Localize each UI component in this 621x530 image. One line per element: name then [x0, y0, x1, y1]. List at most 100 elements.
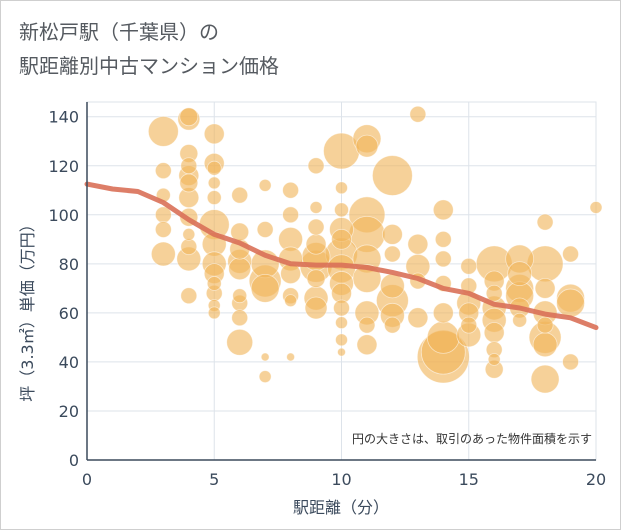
- bubble-point: [487, 353, 501, 366]
- bubble-point: [334, 202, 349, 218]
- bubble-point: [231, 309, 249, 327]
- bubble-point: [309, 201, 323, 214]
- axes: 0 20 40 60 80 100 120 140 0 5 10 15 20: [48, 102, 606, 489]
- y-tick-label: 60: [59, 304, 79, 323]
- bubble-point: [206, 190, 222, 206]
- bubble-point: [589, 201, 603, 214]
- bubble-point: [407, 233, 429, 255]
- bubble-point: [206, 160, 222, 176]
- bubble-point: [335, 333, 348, 347]
- bubble-point: [562, 353, 579, 371]
- bubble-point: [232, 288, 248, 304]
- bubble-point: [250, 273, 280, 303]
- bubble-point: [306, 269, 326, 288]
- y-axis-title: 坪（3.3㎡）単価（万円）: [18, 216, 37, 401]
- bubble-point: [307, 157, 325, 175]
- bubble-point: [562, 245, 579, 263]
- bubble-point: [206, 276, 222, 291]
- bubble-point: [147, 116, 179, 147]
- bubble-point: [179, 173, 199, 193]
- x-axis-title: 駅距離（分）: [293, 498, 389, 517]
- bubble-point: [534, 277, 556, 299]
- bubble-point: [226, 328, 254, 356]
- bubble-point: [381, 224, 403, 245]
- bubble-point: [256, 221, 274, 238]
- bubble-point: [335, 181, 348, 195]
- bubble-point: [284, 294, 298, 308]
- size-note: 円の大きさは、取引のあった物件面積を示す: [352, 431, 592, 446]
- x-tick-label: 15: [459, 470, 479, 489]
- bubble-point: [304, 296, 328, 320]
- title-line-2: 駅距離別中古マンション価格: [19, 54, 279, 78]
- bubble-point: [179, 107, 199, 127]
- bubble-point: [282, 206, 300, 224]
- bubble-point: [485, 284, 503, 302]
- bubble-point: [258, 178, 272, 192]
- bubble-point: [407, 307, 429, 329]
- bubble-point: [356, 334, 378, 356]
- x-tick-label: 5: [209, 470, 219, 489]
- y-tick-label: 20: [59, 402, 79, 421]
- bubble-point: [180, 287, 198, 305]
- bubble-point: [282, 181, 300, 199]
- bubble-point: [426, 320, 460, 354]
- bubble-point: [337, 347, 346, 357]
- bubble-point: [180, 157, 198, 175]
- bubble-point: [536, 213, 554, 231]
- bubble-point: [371, 155, 413, 196]
- y-tick-label: 0: [69, 451, 79, 470]
- bubble-point: [532, 332, 558, 358]
- bubble-point: [182, 228, 196, 241]
- labels: 円の大きさは、取引のあった物件面積を示す 駅距離（分） 坪（3.3㎡）単価（万円…: [18, 216, 592, 517]
- bubble-point: [258, 370, 272, 384]
- bubble-point: [331, 228, 352, 250]
- bubble-point: [383, 245, 401, 263]
- bubble-point: [556, 288, 585, 318]
- bubble-point: [286, 352, 296, 362]
- bubble-point: [335, 316, 348, 330]
- bubble-point: [536, 316, 554, 334]
- bubble-point: [307, 218, 325, 236]
- bubble-point: [460, 316, 478, 334]
- bubble-point: [207, 176, 221, 190]
- bubble-point: [231, 186, 249, 204]
- bubble-point: [460, 257, 478, 275]
- y-tick-label: 40: [59, 353, 79, 372]
- bubble-point: [379, 273, 405, 299]
- bubble-point: [228, 257, 252, 281]
- x-tick-label: 20: [586, 470, 606, 489]
- bubble-point: [203, 123, 225, 145]
- bubble-point: [355, 134, 379, 158]
- trend-layer: [84, 181, 599, 331]
- bubble-point: [434, 250, 452, 268]
- bubbles: [147, 105, 603, 394]
- bubble-point: [512, 312, 528, 328]
- y-tick-label: 100: [48, 206, 79, 225]
- bubble-point: [305, 233, 327, 255]
- bubble-point: [434, 230, 452, 248]
- y-tick-label: 120: [48, 157, 79, 176]
- bubble-point: [432, 199, 454, 221]
- bubble-point: [530, 364, 560, 394]
- bubble-point: [358, 316, 376, 334]
- x-tick-label: 0: [82, 470, 92, 489]
- bubble-point: [207, 306, 221, 320]
- x-tick-label: 10: [331, 470, 351, 489]
- y-tick-label: 140: [48, 108, 79, 127]
- bubble-point: [154, 221, 172, 238]
- trend-line: [84, 181, 599, 331]
- bubble-point: [260, 352, 270, 362]
- bubble-point: [383, 316, 401, 334]
- bubble-point: [432, 302, 454, 324]
- bubble-point: [507, 261, 533, 287]
- bubble-point: [333, 299, 350, 317]
- chart-title: 新松戸駅（千葉県）の 駅距離別中古マンション価格: [19, 15, 279, 83]
- title-line-1: 新松戸駅（千葉県）の: [19, 20, 219, 44]
- y-tick-label: 80: [59, 255, 79, 274]
- bubble-point: [352, 264, 382, 293]
- bubble-point: [180, 238, 198, 256]
- bubble-point: [154, 162, 172, 180]
- bubble-point: [150, 241, 176, 267]
- bubble-point: [483, 322, 505, 343]
